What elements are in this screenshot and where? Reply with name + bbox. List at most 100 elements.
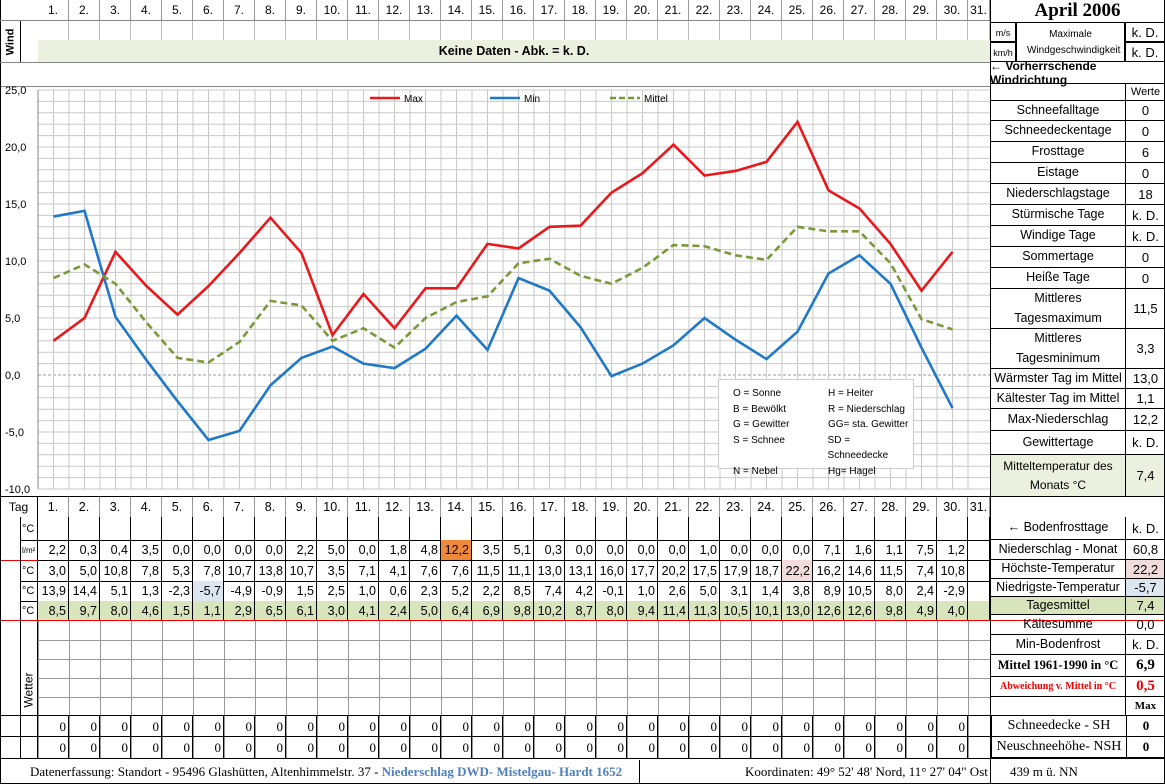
- snow-cell: 0: [627, 737, 658, 758]
- data-cell: 8,0: [100, 601, 131, 620]
- data-cell: 4,0: [937, 601, 968, 620]
- legend-code: N = Nebel: [733, 465, 778, 477]
- data-cell: 7,8: [193, 560, 224, 581]
- y-tick-label: 15,0: [5, 199, 26, 211]
- y-tick-label: 20,0: [5, 142, 26, 154]
- data-cell: 12,6: [813, 601, 844, 620]
- summary-row: Abweichung v. Mittel in °C 0,5: [990, 677, 1165, 697]
- data-cell: 14,4: [69, 581, 100, 601]
- data-cell: 3,1: [720, 581, 751, 601]
- data-cell: 8,5: [38, 601, 69, 620]
- data-cell: 12,2: [441, 540, 472, 560]
- snow-cell: 0: [255, 737, 286, 758]
- day-header: 29.: [906, 0, 937, 20]
- stat-row: Stürmische Tage k. D.: [990, 205, 1165, 226]
- data-cell: 2,2: [286, 540, 317, 560]
- legend-code: Hg= Hagel: [828, 465, 876, 477]
- data-cell: 10,5: [720, 601, 751, 620]
- summary-label: Niedrigste-Temperatur: [991, 579, 1126, 596]
- data-cell: [968, 540, 990, 560]
- y-tick-label: 10,0: [5, 256, 26, 268]
- no-data-banner: Keine Daten - Abk. = k. D.: [38, 40, 990, 62]
- day-header: 1.: [38, 0, 69, 20]
- data-cell: 6,5: [255, 601, 286, 620]
- stat-row: Mittleres Tagesmaximum 11,5: [990, 289, 1165, 329]
- wind-cell: [782, 20, 813, 40]
- data-cell: 5,1: [503, 540, 534, 560]
- data-cell: 6,9: [472, 601, 503, 620]
- stat-label: Sommertage: [991, 247, 1126, 267]
- data-cell: 7,6: [441, 560, 472, 581]
- data-cell: 2,9: [224, 601, 255, 620]
- data-cell: [131, 517, 162, 540]
- stat-row: Niederschlagstage 18: [990, 184, 1165, 205]
- wind-cell: [844, 20, 875, 40]
- data-cell: [410, 517, 441, 540]
- data-cell: [720, 517, 751, 540]
- stat-label: Mittleres Tagesmaximum: [991, 289, 1126, 328]
- stat-label: Eistage: [991, 163, 1126, 183]
- legend-label: Max: [404, 94, 423, 105]
- day-header: 30.: [937, 0, 968, 20]
- data-cell: [968, 560, 990, 581]
- data-cell: 13,0: [534, 560, 565, 581]
- snow-cell: 0: [782, 737, 813, 758]
- snow-cell: 0: [410, 716, 441, 737]
- wind-cell: [472, 20, 503, 40]
- data-cell: [38, 517, 69, 540]
- data-cell: [193, 517, 224, 540]
- day-header: 28.: [875, 497, 906, 517]
- day-header: 17.: [534, 0, 565, 20]
- stat-value: 0: [1141, 123, 1150, 139]
- summary-row: Min-Bodenfrost k. D.: [990, 635, 1165, 655]
- wind-cell: [410, 20, 441, 40]
- data-cell: [286, 517, 317, 540]
- data-cell: 7,4: [906, 560, 937, 581]
- stat-value: 6: [1141, 144, 1150, 160]
- day-header: 16.: [503, 0, 534, 20]
- y-tick-label: -5,0: [5, 427, 24, 439]
- stat-label: Kältester Tag im Mittel: [991, 389, 1126, 408]
- day-header: 18.: [565, 0, 596, 20]
- data-cell: 1,1: [875, 540, 906, 560]
- snow-cell: 0: [534, 716, 565, 737]
- summary-row: Höchste-Temperatur 22,2: [990, 560, 1165, 579]
- data-cell: [906, 517, 937, 540]
- summary-label: Tagesmittel: [991, 597, 1126, 614]
- unit-label: l/m²: [20, 540, 38, 560]
- data-cell: 4,8: [410, 540, 441, 560]
- snow-cell: 0: [379, 716, 410, 737]
- summary-row: Schneedecke - SH 0: [990, 716, 1165, 737]
- data-cell: [968, 517, 990, 540]
- wind-cell: [627, 20, 658, 40]
- data-cell: 4,2: [565, 581, 596, 601]
- stat-label: Gewittertage: [991, 431, 1126, 454]
- stat-value: 0: [1141, 103, 1150, 118]
- day-header: 26.: [813, 497, 844, 517]
- data-cell: 20,2: [658, 560, 689, 581]
- snow-cell: 0: [162, 737, 193, 758]
- snow-cell: 0: [193, 716, 224, 737]
- day-header: 2.: [69, 497, 100, 517]
- data-cell: 1,1: [193, 601, 224, 620]
- snow-cell: 0: [224, 737, 255, 758]
- summary-row: Kältesumme 0,0: [990, 615, 1165, 635]
- data-cell: [472, 517, 503, 540]
- stat-label: Wärmster Tag im Mittel: [991, 369, 1126, 388]
- wind-cell: [596, 20, 627, 40]
- data-cell: 3,5: [131, 540, 162, 560]
- data-cell: 0,0: [627, 540, 658, 560]
- summary-label: [991, 697, 1126, 715]
- wind-cell: [875, 20, 906, 40]
- wind-cell: [69, 20, 100, 40]
- data-cell: 0,0: [255, 540, 286, 560]
- wetter-label: Wetter: [21, 671, 36, 708]
- data-cell: -2,9: [937, 581, 968, 601]
- wind-cell: [968, 20, 990, 40]
- snow-cell: 0: [410, 737, 441, 758]
- summary-row: Max: [990, 697, 1165, 716]
- data-cell: 3,0: [317, 601, 348, 620]
- data-cell: [751, 517, 782, 540]
- day-header: 25.: [782, 0, 813, 20]
- wind-cell: [441, 20, 472, 40]
